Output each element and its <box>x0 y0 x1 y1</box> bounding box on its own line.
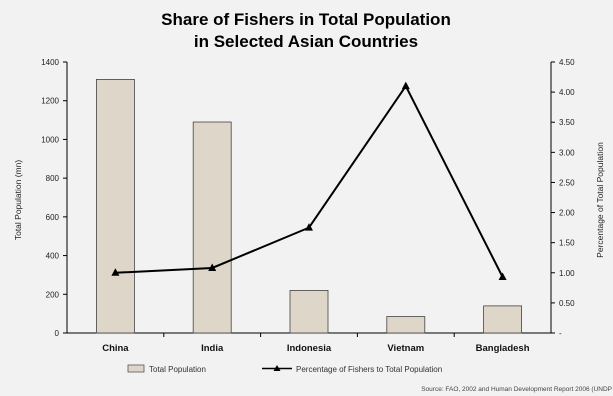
right-tick-label: 0.50 <box>559 299 575 308</box>
right-tick-label: 4.00 <box>559 88 575 97</box>
line-point-marker <box>111 268 120 276</box>
source-note: Source: FAO, 2002 and Human Development … <box>421 386 612 393</box>
right-axis-label: Percentage of Total Population <box>595 142 605 258</box>
bar <box>483 305 523 334</box>
legend-label-bar: Total Population <box>149 365 206 374</box>
legend-swatch-bar <box>127 364 145 373</box>
series-line <box>115 84 504 278</box>
left-tick-label: 200 <box>46 290 60 299</box>
line-point-marker <box>305 223 313 231</box>
left-tick-label: 1000 <box>41 135 59 144</box>
legend-label-line: Percentage of Fishers to Total Populatio… <box>296 365 442 374</box>
line-point-marker <box>498 272 507 280</box>
left-tick-label: 800 <box>46 174 60 183</box>
bar <box>192 121 232 334</box>
left-tick-label: 1200 <box>41 97 59 106</box>
category-label: Bangladesh <box>476 343 530 354</box>
right-tick-label: 1.50 <box>559 239 575 248</box>
bar <box>386 316 426 334</box>
legend: Total Population Percentage of Fishers t… <box>127 364 442 374</box>
line-point-marker <box>401 81 410 90</box>
right-tick-label: - <box>559 329 562 338</box>
bar <box>96 79 135 334</box>
left-tick-label: 0 <box>55 329 60 338</box>
right-tick-label: 1.00 <box>559 269 575 278</box>
legend-marker-triangle <box>273 365 281 371</box>
category-label: Vietnam <box>387 343 424 354</box>
right-tick-label: 3.50 <box>559 118 575 127</box>
chart-title-line-2: in Selected Asian Countries <box>194 32 418 51</box>
left-axis-label: Total Population (mn) <box>13 160 23 240</box>
right-tick-label: 2.00 <box>559 209 575 218</box>
plot-area: 0 200 400 600 800 1000 1200 1400 - 0.50 1.00 1.50 2.… <box>41 58 575 354</box>
chart-title-line-1: Share of Fishers in Total Population <box>161 10 451 29</box>
right-tick-label: 4.50 <box>559 58 575 67</box>
right-tick-label: 3.00 <box>559 148 575 157</box>
category-label: India <box>201 343 224 354</box>
bar <box>289 290 329 334</box>
left-tick-label: 1400 <box>41 58 59 67</box>
category-label: China <box>102 343 129 354</box>
category-label: Indonesia <box>287 343 332 354</box>
left-tick-label: 600 <box>46 213 60 222</box>
left-tick-label: 400 <box>46 252 60 261</box>
line-point-marker <box>208 263 217 271</box>
right-tick-label: 2.50 <box>559 178 575 187</box>
